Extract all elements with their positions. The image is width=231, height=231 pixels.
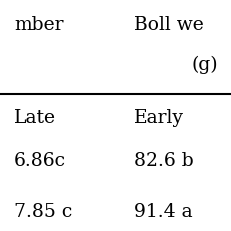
Text: Early: Early bbox=[134, 109, 184, 127]
Text: Late: Late bbox=[14, 109, 56, 127]
Text: (g): (g) bbox=[192, 55, 218, 74]
Text: 7.85 c: 7.85 c bbox=[14, 203, 72, 221]
Text: 82.6 b: 82.6 b bbox=[134, 152, 194, 170]
Text: Boll we: Boll we bbox=[134, 16, 204, 34]
Text: 6.86c: 6.86c bbox=[14, 152, 66, 170]
Text: mber: mber bbox=[14, 16, 63, 34]
Text: 91.4 a: 91.4 a bbox=[134, 203, 193, 221]
